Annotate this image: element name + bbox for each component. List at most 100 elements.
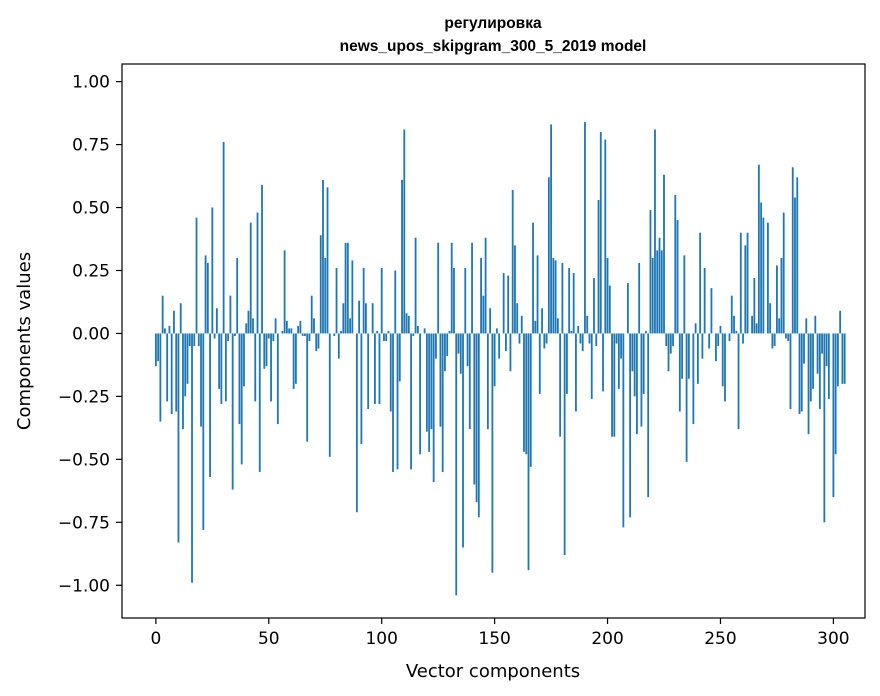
bar-241 [699, 232, 702, 334]
bar-159 [514, 245, 516, 334]
chart-title: регулировка news_upos_skipgram_300_5_201… [340, 15, 647, 55]
bar-269 [762, 217, 765, 334]
bar-26 [213, 333, 216, 339]
bar-22 [204, 255, 207, 334]
bar-119 [423, 328, 426, 334]
bar-93 [365, 303, 367, 334]
bar-141 [473, 333, 476, 485]
bar-184 [570, 330, 573, 334]
bar-289 [807, 333, 810, 435]
bar-199 [604, 139, 607, 334]
bar-107 [396, 333, 399, 470]
bar-143 [477, 333, 480, 518]
bar-227 [667, 333, 670, 372]
bar-156 [507, 275, 510, 334]
bar-71 [315, 333, 318, 352]
bar-35 [234, 333, 236, 336]
bar-79 [333, 333, 336, 336]
bar-272 [769, 303, 772, 334]
bar-13 [184, 333, 187, 397]
chart-title-line-2: news_upos_skipgram_300_5_2019 model [340, 38, 647, 55]
bar-177 [554, 260, 557, 334]
bar-28 [218, 333, 221, 389]
bar-39 [243, 333, 245, 387]
bar-5 [166, 333, 169, 402]
bar-46 [258, 333, 261, 472]
bar-279 [785, 333, 787, 339]
bar-86 [349, 318, 351, 334]
bar-19 [197, 333, 200, 347]
bar-98 [376, 330, 379, 334]
bar-56 [281, 330, 284, 334]
y-tick-label-5: −0.25 [58, 387, 110, 407]
bar-94 [367, 333, 370, 409]
bar-129 [446, 333, 449, 357]
bar-147 [486, 333, 489, 430]
bar-10 [177, 333, 180, 543]
bar-158 [511, 189, 514, 334]
y-tick-label-6: −0.50 [58, 450, 110, 470]
x-tick-label-0: 0 [150, 629, 161, 649]
bar-176 [552, 257, 555, 334]
bar-210 [629, 333, 632, 518]
y-axis-label: Components values [14, 252, 35, 430]
bar-61 [292, 333, 295, 389]
bar-267 [757, 164, 760, 334]
bar-89 [355, 333, 358, 513]
bar-124 [435, 333, 437, 359]
bar-126 [439, 333, 442, 427]
bar-85 [346, 242, 349, 334]
bar-291 [812, 333, 814, 389]
bar-286 [800, 333, 803, 412]
bar-256 [733, 315, 735, 334]
bar-165 [527, 333, 530, 571]
bar-92 [362, 267, 365, 334]
bar-8 [173, 310, 175, 334]
bar-151 [495, 328, 498, 334]
bar-276 [778, 318, 781, 334]
bar-139 [468, 333, 471, 430]
bar-294 [818, 333, 821, 409]
bar-248 [715, 333, 717, 362]
bar-262 [746, 232, 749, 334]
bar-14 [186, 333, 189, 384]
bar-132 [453, 267, 455, 334]
bar-296 [823, 333, 826, 523]
bar-185 [572, 273, 575, 334]
bar-120 [425, 333, 428, 432]
bar-195 [595, 333, 598, 347]
bar-259 [739, 232, 742, 334]
bar-138 [466, 333, 469, 367]
bar-282 [791, 167, 794, 334]
bar-37 [238, 333, 241, 425]
bar-223 [658, 237, 661, 334]
bar-60 [290, 328, 293, 334]
bar-101 [383, 333, 385, 341]
bar-278 [782, 212, 785, 334]
bar-206 [620, 333, 622, 359]
bar-23 [206, 262, 209, 334]
bar-239 [694, 323, 697, 334]
bar-200 [606, 257, 609, 334]
bar-250 [719, 325, 722, 334]
bar-215 [640, 333, 643, 427]
bar-54 [276, 333, 279, 425]
bar-170 [538, 333, 541, 394]
bar-36 [236, 257, 239, 334]
bar-128 [444, 333, 446, 372]
bar-205 [617, 333, 620, 389]
bar-3 [161, 295, 164, 334]
bar-189 [581, 333, 584, 352]
bar-203 [613, 333, 616, 437]
bar-287 [803, 333, 805, 364]
bar-236 [687, 333, 690, 379]
bar-212 [633, 333, 636, 397]
x-tick-label-5: 250 [704, 629, 736, 649]
bar-187 [577, 325, 580, 334]
bar-213 [636, 333, 638, 435]
bar-110 [403, 129, 406, 334]
bar-172 [543, 333, 546, 349]
bar-72 [317, 333, 320, 349]
bar-238 [692, 333, 695, 425]
